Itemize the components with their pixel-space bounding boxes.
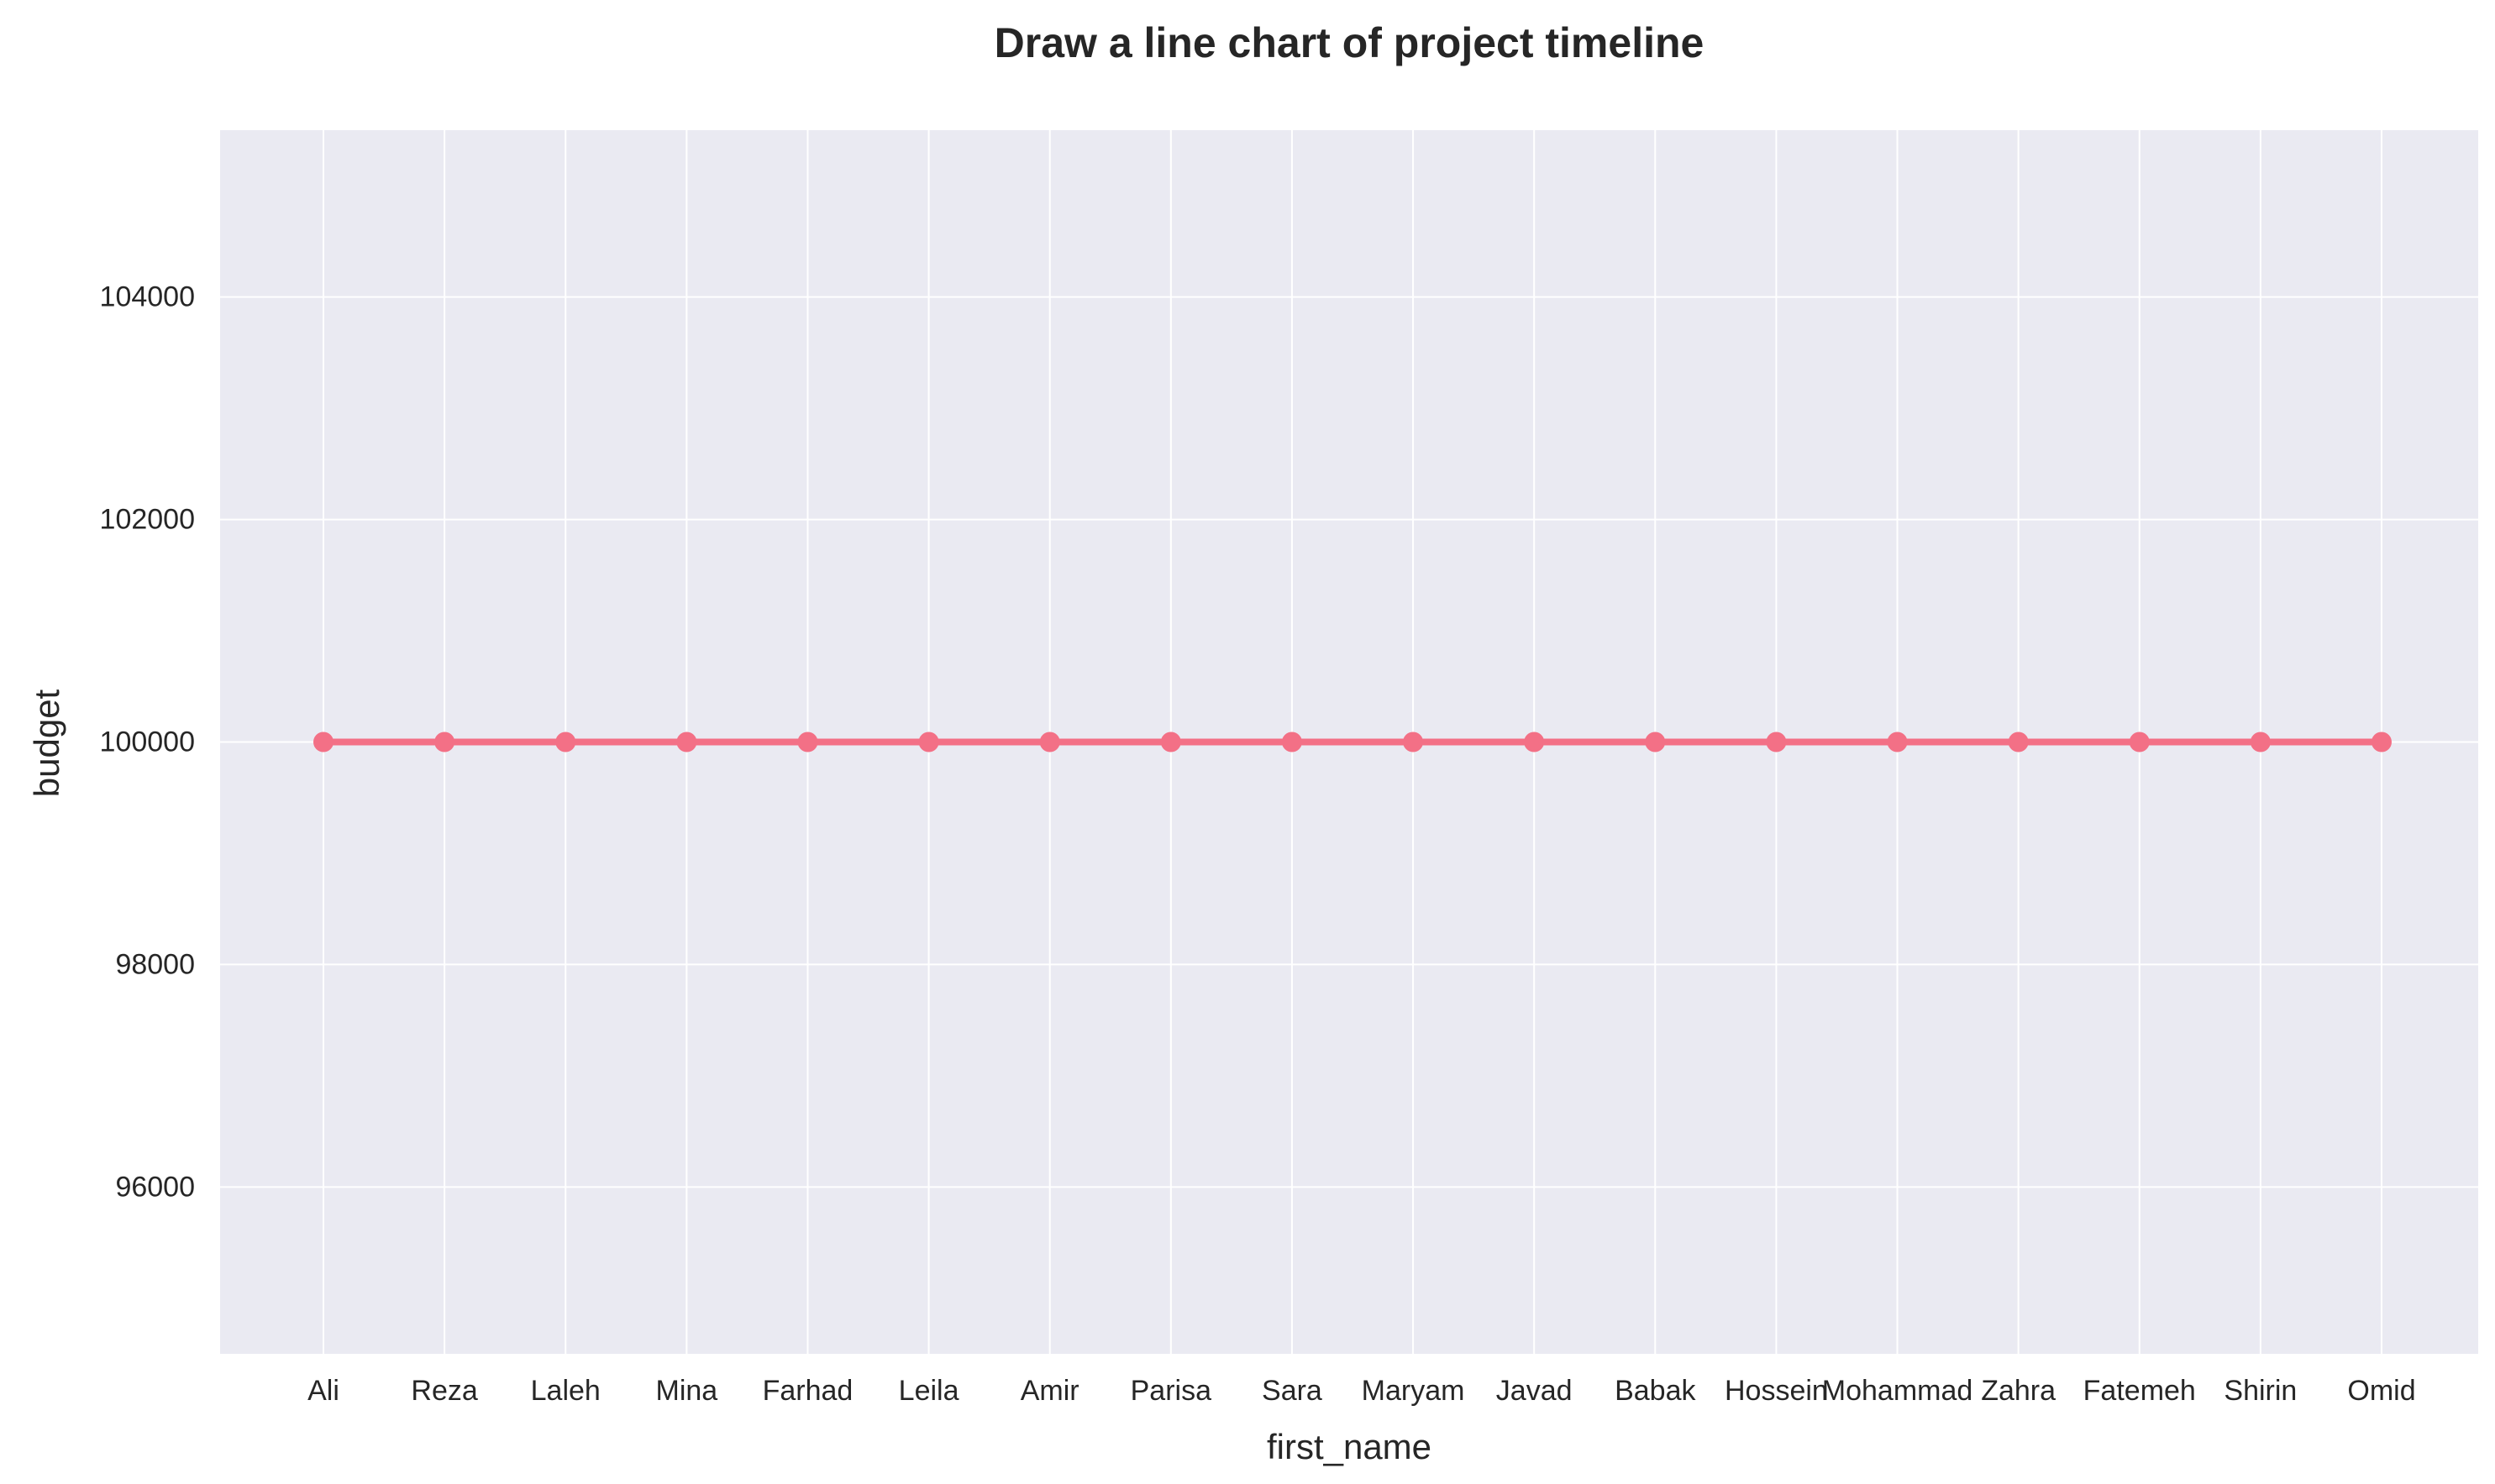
data-point [2250, 732, 2271, 752]
x-tick-label: Babak [1615, 1375, 1696, 1407]
y-axis-label: budget [27, 689, 66, 797]
x-tick-label: Omid [2347, 1375, 2415, 1407]
x-tick-label: Farhad [763, 1375, 854, 1407]
data-point [676, 732, 697, 752]
data-point [434, 732, 455, 752]
y-tick-labels: 96000 98000 100000 102000 104000 [100, 281, 195, 1203]
data-point [1524, 732, 1545, 752]
x-tick-label: Fatemeh [2083, 1375, 2196, 1407]
data-point [555, 732, 576, 752]
y-tick-label: 96000 [115, 1171, 195, 1203]
x-tick-label: Laleh [531, 1375, 601, 1407]
x-tick-label: Mina [656, 1375, 718, 1407]
data-point [2372, 732, 2392, 752]
y-tick-label: 102000 [100, 504, 195, 536]
x-tick-label: Ali [307, 1375, 339, 1407]
x-tick-label: Shirin [2224, 1375, 2297, 1407]
data-point [1766, 732, 1787, 752]
x-tick-label: Zahra [1981, 1375, 2056, 1407]
x-tick-label: Sara [1262, 1375, 1322, 1407]
x-tick-label: Amir [1021, 1375, 1079, 1407]
x-tick-label: Reza [411, 1375, 477, 1407]
data-point [2008, 732, 2029, 752]
data-point [1887, 732, 1908, 752]
data-point [1039, 732, 1060, 752]
x-tick-label: Maryam [1362, 1375, 1465, 1407]
series-layer [313, 732, 2392, 752]
y-tick-label: 104000 [100, 281, 195, 313]
x-tick-label: Hossein [1725, 1375, 1828, 1407]
data-point [1645, 732, 1666, 752]
x-axis-label: first_name [1267, 1427, 1431, 1466]
data-point [1403, 732, 1424, 752]
data-point [2129, 732, 2150, 752]
data-point [918, 732, 939, 752]
x-tick-label: Mohammad [1822, 1375, 1973, 1407]
x-tick-label: Javad [1496, 1375, 1573, 1407]
data-point [313, 732, 334, 752]
x-tick-labels: Ali Reza Laleh Mina Farhad Leila Amir Parisa Sar… [307, 1375, 2416, 1407]
chart-title: Draw a line chart of project timeline [995, 19, 1704, 66]
data-point [1281, 732, 1302, 752]
x-tick-label: Leila [899, 1375, 959, 1407]
x-tick-label: Parisa [1131, 1375, 1211, 1407]
data-point [1160, 732, 1181, 752]
y-tick-label: 98000 [115, 948, 195, 980]
data-point [797, 732, 818, 752]
y-tick-label: 100000 [100, 726, 195, 758]
